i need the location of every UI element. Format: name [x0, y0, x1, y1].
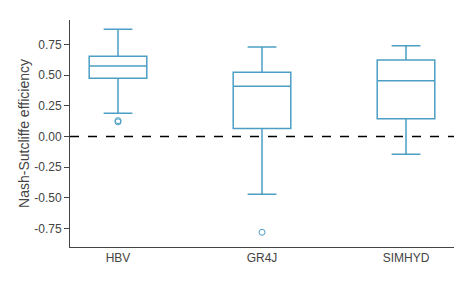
- svg-text:0.50: 0.50: [38, 68, 62, 82]
- svg-text:-0.50: -0.50: [34, 191, 62, 205]
- svg-text:GR4J: GR4J: [247, 251, 278, 265]
- svg-text:0.25: 0.25: [38, 99, 62, 113]
- svg-text:-0.75: -0.75: [34, 222, 62, 236]
- svg-text:0.00: 0.00: [38, 130, 62, 144]
- svg-text:-0.25: -0.25: [34, 160, 62, 174]
- svg-text:SIMHYD: SIMHYD: [383, 251, 430, 265]
- svg-text:HBV: HBV: [106, 251, 131, 265]
- svg-text:0.75: 0.75: [38, 38, 62, 52]
- svg-text:Nash-Sutcliffe efficiency: Nash-Sutcliffe efficiency: [16, 59, 32, 208]
